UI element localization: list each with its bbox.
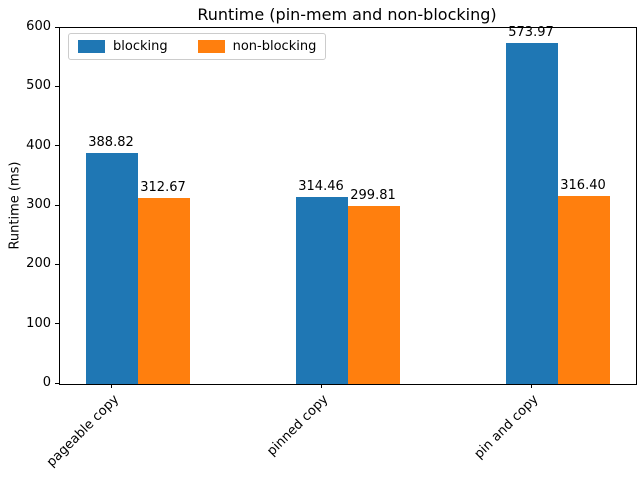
legend-label: blocking xyxy=(113,39,168,54)
y-tick-label: 300 xyxy=(26,197,51,212)
y-tick-label: 100 xyxy=(26,315,51,331)
bar-non-blocking-pageable-copy xyxy=(138,198,190,384)
y-tick-mark xyxy=(55,263,59,265)
y-tick-label: 500 xyxy=(26,78,51,94)
y-tick-mark xyxy=(55,323,59,325)
legend-swatch-icon xyxy=(197,40,225,53)
bar-blocking-pageable-copy xyxy=(86,153,138,384)
legend-swatch-icon xyxy=(78,40,105,53)
legend-item-non-blocking: non-blocking xyxy=(197,39,317,54)
bar-value-label: 314.46 xyxy=(298,179,344,195)
y-tick-mark xyxy=(55,145,59,147)
y-tick-label: 200 xyxy=(26,256,51,272)
y-tick-label: 400 xyxy=(26,137,51,153)
y-tick-label: 600 xyxy=(26,19,51,34)
x-tick-label: pin and copy xyxy=(471,392,542,462)
bar-non-blocking-pin-and-copy xyxy=(558,196,610,384)
x-tick-mark xyxy=(111,384,112,388)
x-tick-label: pageable copy xyxy=(43,392,122,471)
legend-label: non-blocking xyxy=(232,39,317,54)
y-tick-mark xyxy=(55,26,59,28)
y-tick-mark xyxy=(55,382,59,384)
legend-item-blocking: blocking xyxy=(78,39,168,54)
bar-non-blocking-pinned-copy xyxy=(348,206,400,384)
bar-value-label: 388.82 xyxy=(88,135,134,151)
chart-title: Runtime (pin-mem and non-blocking) xyxy=(197,5,497,24)
y-tick-mark xyxy=(55,204,59,206)
bar-value-label: 573.97 xyxy=(508,25,554,41)
y-tick-label: 0 xyxy=(42,375,51,390)
y-tick-mark xyxy=(55,85,59,87)
bar-blocking-pinned-copy xyxy=(296,197,348,384)
bar-value-label: 316.40 xyxy=(560,178,606,194)
x-tick-mark xyxy=(321,384,322,388)
x-tick-mark xyxy=(531,384,532,388)
bar-value-label: 312.67 xyxy=(140,180,186,196)
plot-area: blocking non-blocking xyxy=(59,27,637,385)
legend: blocking non-blocking xyxy=(68,33,327,60)
bar-value-label: 299.81 xyxy=(350,188,396,204)
bar-blocking-pin-and-copy xyxy=(506,43,558,384)
x-tick-label: pinned copy xyxy=(264,392,332,460)
